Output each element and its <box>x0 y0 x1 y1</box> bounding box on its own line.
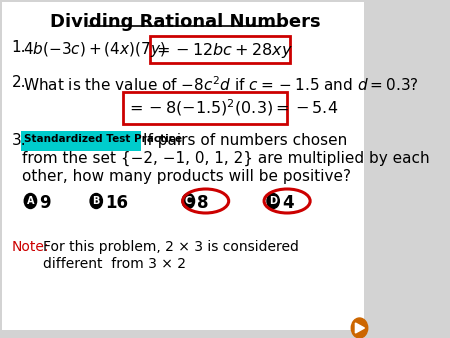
FancyBboxPatch shape <box>150 36 290 63</box>
Text: For this problem, 2 × 3 is considered: For this problem, 2 × 3 is considered <box>43 240 299 254</box>
Text: What is the value of $-8c^2d$ if $c = -1.5$ and $d = 0.3?$: What is the value of $-8c^2d$ if $c = -1… <box>23 75 419 94</box>
Text: If pairs of numbers chosen: If pairs of numbers chosen <box>143 133 347 148</box>
Text: D: D <box>269 196 277 206</box>
FancyBboxPatch shape <box>2 2 364 330</box>
Text: 8: 8 <box>198 194 209 212</box>
Text: 16: 16 <box>105 194 128 212</box>
Text: 1.: 1. <box>12 40 26 55</box>
Text: C: C <box>185 196 192 206</box>
Text: different  from 3 × 2: different from 3 × 2 <box>43 257 186 271</box>
Circle shape <box>182 193 194 209</box>
FancyBboxPatch shape <box>22 131 141 151</box>
Text: $4b(-3c) + (4x)(7y)$: $4b(-3c) + (4x)(7y)$ <box>23 40 166 59</box>
Text: Dividing Rational Numbers: Dividing Rational Numbers <box>50 13 320 31</box>
Text: 3.: 3. <box>12 133 26 148</box>
Polygon shape <box>356 323 364 333</box>
FancyBboxPatch shape <box>122 92 287 124</box>
Text: 4: 4 <box>282 194 294 212</box>
Text: 2.: 2. <box>12 75 26 90</box>
Text: other, how many products will be positive?: other, how many products will be positiv… <box>22 169 351 184</box>
Text: 9: 9 <box>40 194 51 212</box>
Text: Note:: Note: <box>12 240 49 254</box>
Text: from the set {−2, −1, 0, 1, 2} are multiplied by each: from the set {−2, −1, 0, 1, 2} are multi… <box>22 151 430 166</box>
Circle shape <box>351 318 368 338</box>
Text: $= -12bc + 28xy$: $= -12bc + 28xy$ <box>153 41 293 60</box>
Circle shape <box>90 193 103 209</box>
Text: B: B <box>93 196 100 206</box>
Circle shape <box>24 193 36 209</box>
Text: $= -8(-1.5)^2(0.3) = -5.4$: $= -8(-1.5)^2(0.3) = -5.4$ <box>126 97 338 118</box>
Text: Standardized Test Practice: Standardized Test Practice <box>24 134 182 144</box>
Circle shape <box>267 193 279 209</box>
Text: A: A <box>27 196 34 206</box>
